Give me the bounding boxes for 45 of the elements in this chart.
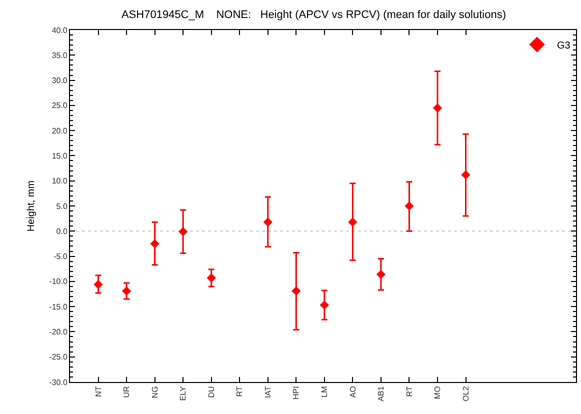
x-tick-label: DU xyxy=(206,386,216,398)
x-tick-label: HPI xyxy=(292,386,301,400)
point xyxy=(376,270,386,279)
point xyxy=(150,239,160,248)
y-tick-label: 5.0 xyxy=(56,202,68,211)
y-tick-label: -20.0 xyxy=(49,328,68,337)
x-tick-label: UR xyxy=(122,386,132,398)
y-tick-label: -25.0 xyxy=(49,352,68,362)
x-tick-label: IAT xyxy=(263,386,272,398)
x-tick-label: OL2 xyxy=(461,386,470,402)
y-tick-label: -5.0 xyxy=(54,252,68,262)
point xyxy=(122,286,132,296)
point xyxy=(404,201,414,211)
point xyxy=(461,170,470,180)
x-tick-label: AB1 xyxy=(376,386,386,402)
y-tick-label: 15.0 xyxy=(52,152,68,161)
point xyxy=(178,227,188,236)
y-tick-label: 20.0 xyxy=(52,126,68,136)
y-tick-label: -30.0 xyxy=(49,378,68,387)
point xyxy=(206,273,216,282)
x-tick-label: RT xyxy=(235,386,244,397)
y-tick-label: -10.0 xyxy=(49,277,68,286)
x-tick-label: NT xyxy=(94,386,103,397)
y-tick-label: 10.0 xyxy=(52,176,68,186)
y-axis-title: Height, mm xyxy=(26,180,38,232)
y-tick-label: -15.0 xyxy=(49,302,68,312)
x-tick-label: RT xyxy=(404,386,414,397)
x-tick-label: AO xyxy=(348,386,358,398)
y-tick-label: 30.0 xyxy=(52,76,68,86)
x-tick-label: LM xyxy=(320,386,330,398)
x-tick-label: MO xyxy=(433,386,442,400)
legend-label: G3 xyxy=(557,40,571,52)
y-tick-label: 35.0 xyxy=(52,50,68,60)
y-tick-label: 25.0 xyxy=(52,101,68,110)
x-tick-label: ELY xyxy=(178,386,188,401)
point xyxy=(320,300,329,310)
point xyxy=(292,286,301,296)
chart-title: ASH701945C_M NONE: Height (APCV vs RPCV) (mean for daily solutions) xyxy=(121,9,506,22)
point xyxy=(432,103,442,112)
point xyxy=(94,280,103,289)
point xyxy=(263,218,272,227)
y-tick-label: 0.0 xyxy=(56,226,68,236)
point xyxy=(348,218,358,227)
x-tick-label: NG xyxy=(150,386,160,398)
y-tick-label: 40.0 xyxy=(52,26,68,35)
